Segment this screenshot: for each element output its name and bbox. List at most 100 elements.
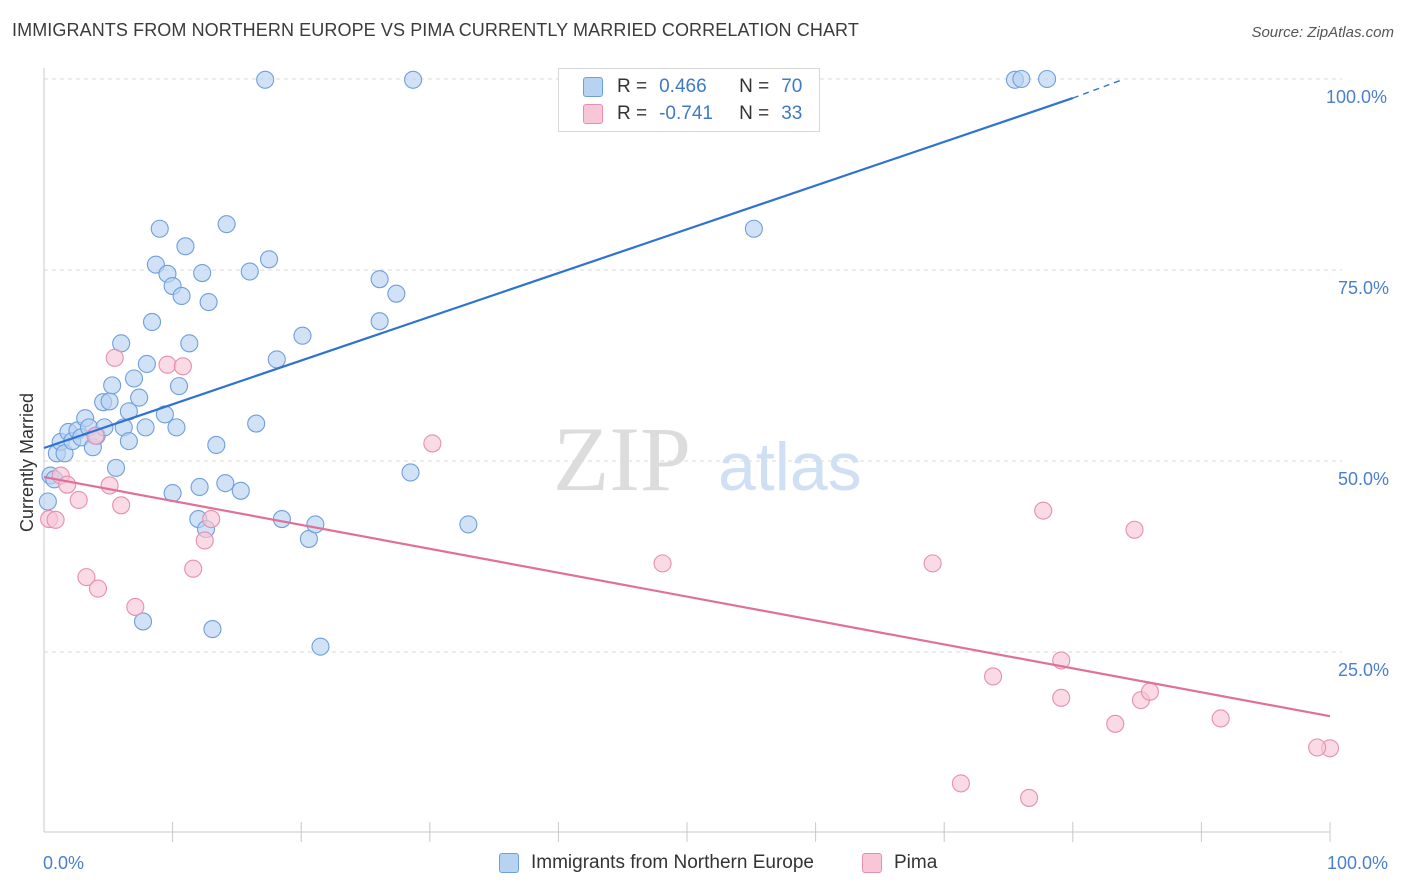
data-point-pima[interactable]: [1125, 520, 1144, 539]
blue-swatch: [583, 77, 603, 97]
data-point-immigrants[interactable]: [311, 637, 330, 656]
data-point-pima[interactable]: [184, 559, 203, 578]
data-point-immigrants[interactable]: [240, 262, 259, 281]
data-point-immigrants[interactable]: [103, 376, 122, 395]
r-key: R =: [617, 103, 648, 124]
data-point-immigrants[interactable]: [150, 219, 169, 238]
data-point-immigrants[interactable]: [203, 620, 222, 639]
stats-legend-row-pink: R = -0.741 N = 33: [583, 102, 802, 126]
data-point-pima[interactable]: [984, 667, 1003, 686]
r-key: R =: [617, 76, 648, 97]
data-point-pima[interactable]: [88, 579, 108, 598]
data-point-immigrants[interactable]: [459, 515, 478, 534]
data-point-pima[interactable]: [951, 774, 970, 793]
data-point-immigrants[interactable]: [136, 418, 155, 437]
trend-line-immigrants-extension: [1072, 78, 1125, 99]
data-point-pima[interactable]: [1211, 709, 1230, 728]
data-point-immigrants[interactable]: [1012, 69, 1031, 89]
data-point-immigrants[interactable]: [207, 435, 226, 455]
legend-item-pima[interactable]: Pima: [862, 852, 937, 874]
data-point-immigrants[interactable]: [169, 377, 189, 396]
data-point-pima[interactable]: [126, 597, 145, 616]
data-point-immigrants[interactable]: [119, 432, 138, 451]
data-point-immigrants[interactable]: [217, 215, 236, 234]
data-point-pima[interactable]: [46, 510, 65, 529]
data-point-immigrants[interactable]: [247, 414, 266, 433]
data-point-immigrants[interactable]: [100, 392, 119, 411]
data-point-immigrants[interactable]: [137, 354, 156, 374]
data-point-pima[interactable]: [1034, 501, 1053, 520]
data-point-immigrants[interactable]: [231, 481, 250, 500]
data-point-immigrants[interactable]: [267, 350, 286, 369]
data-point-pima[interactable]: [1106, 714, 1125, 733]
series-pima: [40, 348, 1340, 807]
data-point-pima[interactable]: [195, 531, 214, 550]
data-point-immigrants[interactable]: [1038, 69, 1057, 89]
data-point-pima[interactable]: [69, 490, 88, 510]
trend-line-immigrants: [43, 97, 1074, 450]
stats-legend: R = 0.466 N = 70 R = -0.741 N = 33: [558, 68, 820, 132]
axes: [43, 68, 1331, 842]
data-point-pima[interactable]: [158, 355, 177, 374]
data-point-immigrants[interactable]: [370, 312, 389, 331]
data-point-pima[interactable]: [112, 496, 131, 515]
data-point-immigrants[interactable]: [172, 286, 191, 306]
n-key: N =: [739, 76, 770, 97]
data-point-pima[interactable]: [202, 510, 221, 529]
data-point-immigrants[interactable]: [133, 612, 153, 631]
data-point-immigrants[interactable]: [124, 369, 144, 388]
data-point-pima[interactable]: [58, 475, 77, 494]
data-point-immigrants[interactable]: [293, 326, 312, 345]
data-point-immigrants[interactable]: [306, 515, 325, 534]
y-axis-label: Currently Married: [17, 392, 37, 532]
r-value: 0.466: [659, 76, 707, 97]
gridlines: [44, 78, 1342, 653]
data-point-pima[interactable]: [105, 348, 124, 367]
x-tick-right: 100.0%: [1327, 853, 1389, 873]
data-point-pima[interactable]: [1020, 788, 1039, 807]
data-point-immigrants[interactable]: [193, 264, 212, 283]
data-point-immigrants[interactable]: [404, 70, 423, 89]
data-point-immigrants[interactable]: [199, 293, 218, 312]
data-point-immigrants[interactable]: [401, 463, 420, 482]
y-tick-100: 100.0%: [1326, 87, 1388, 107]
data-point-pima[interactable]: [923, 554, 942, 573]
data-point-pima[interactable]: [173, 357, 192, 376]
x-tick-left: 0.0%: [43, 853, 85, 873]
data-point-pima[interactable]: [1052, 688, 1071, 707]
series-immigrants-northern-europe: [38, 69, 1057, 656]
immigrants-swatch: [499, 853, 519, 873]
data-point-pima[interactable]: [77, 568, 96, 587]
data-point-immigrants[interactable]: [216, 474, 235, 493]
data-point-immigrants[interactable]: [130, 388, 149, 407]
data-point-immigrants[interactable]: [387, 284, 406, 303]
watermark-atlas: atlas: [718, 429, 862, 505]
data-point-immigrants[interactable]: [142, 312, 162, 332]
data-point-immigrants[interactable]: [259, 250, 279, 269]
data-point-pima[interactable]: [423, 434, 442, 453]
trend-lines: [43, 78, 1331, 718]
legend-item-immigrants[interactable]: Immigrants from Northern Europe: [499, 852, 814, 874]
data-point-immigrants[interactable]: [167, 418, 186, 437]
data-point-immigrants[interactable]: [744, 219, 763, 238]
data-point-immigrants[interactable]: [190, 477, 209, 497]
r-value: -0.741: [659, 103, 713, 124]
y-tick-25: 25.0%: [1338, 660, 1390, 680]
n-value: 33: [781, 103, 803, 124]
data-point-immigrants[interactable]: [176, 237, 195, 256]
data-point-immigrants[interactable]: [370, 270, 389, 289]
watermark: ZIP atlas: [553, 408, 862, 510]
data-point-immigrants[interactable]: [256, 70, 275, 89]
source-credit: Source: ZipAtlas.com: [1251, 24, 1394, 41]
pima-swatch: [862, 853, 882, 873]
y-tick-50: 50.0%: [1338, 469, 1390, 489]
data-point-immigrants[interactable]: [38, 492, 57, 511]
chart-title: IMMIGRANTS FROM NORTHERN EUROPE VS PIMA …: [12, 20, 859, 40]
data-point-immigrants[interactable]: [180, 334, 199, 353]
data-point-pima[interactable]: [653, 554, 672, 573]
trend-line-pima: [43, 475, 1331, 718]
data-point-pima[interactable]: [1140, 682, 1160, 701]
pink-swatch: [583, 104, 603, 124]
data-point-pima[interactable]: [1308, 738, 1327, 757]
data-point-immigrants[interactable]: [106, 458, 126, 477]
